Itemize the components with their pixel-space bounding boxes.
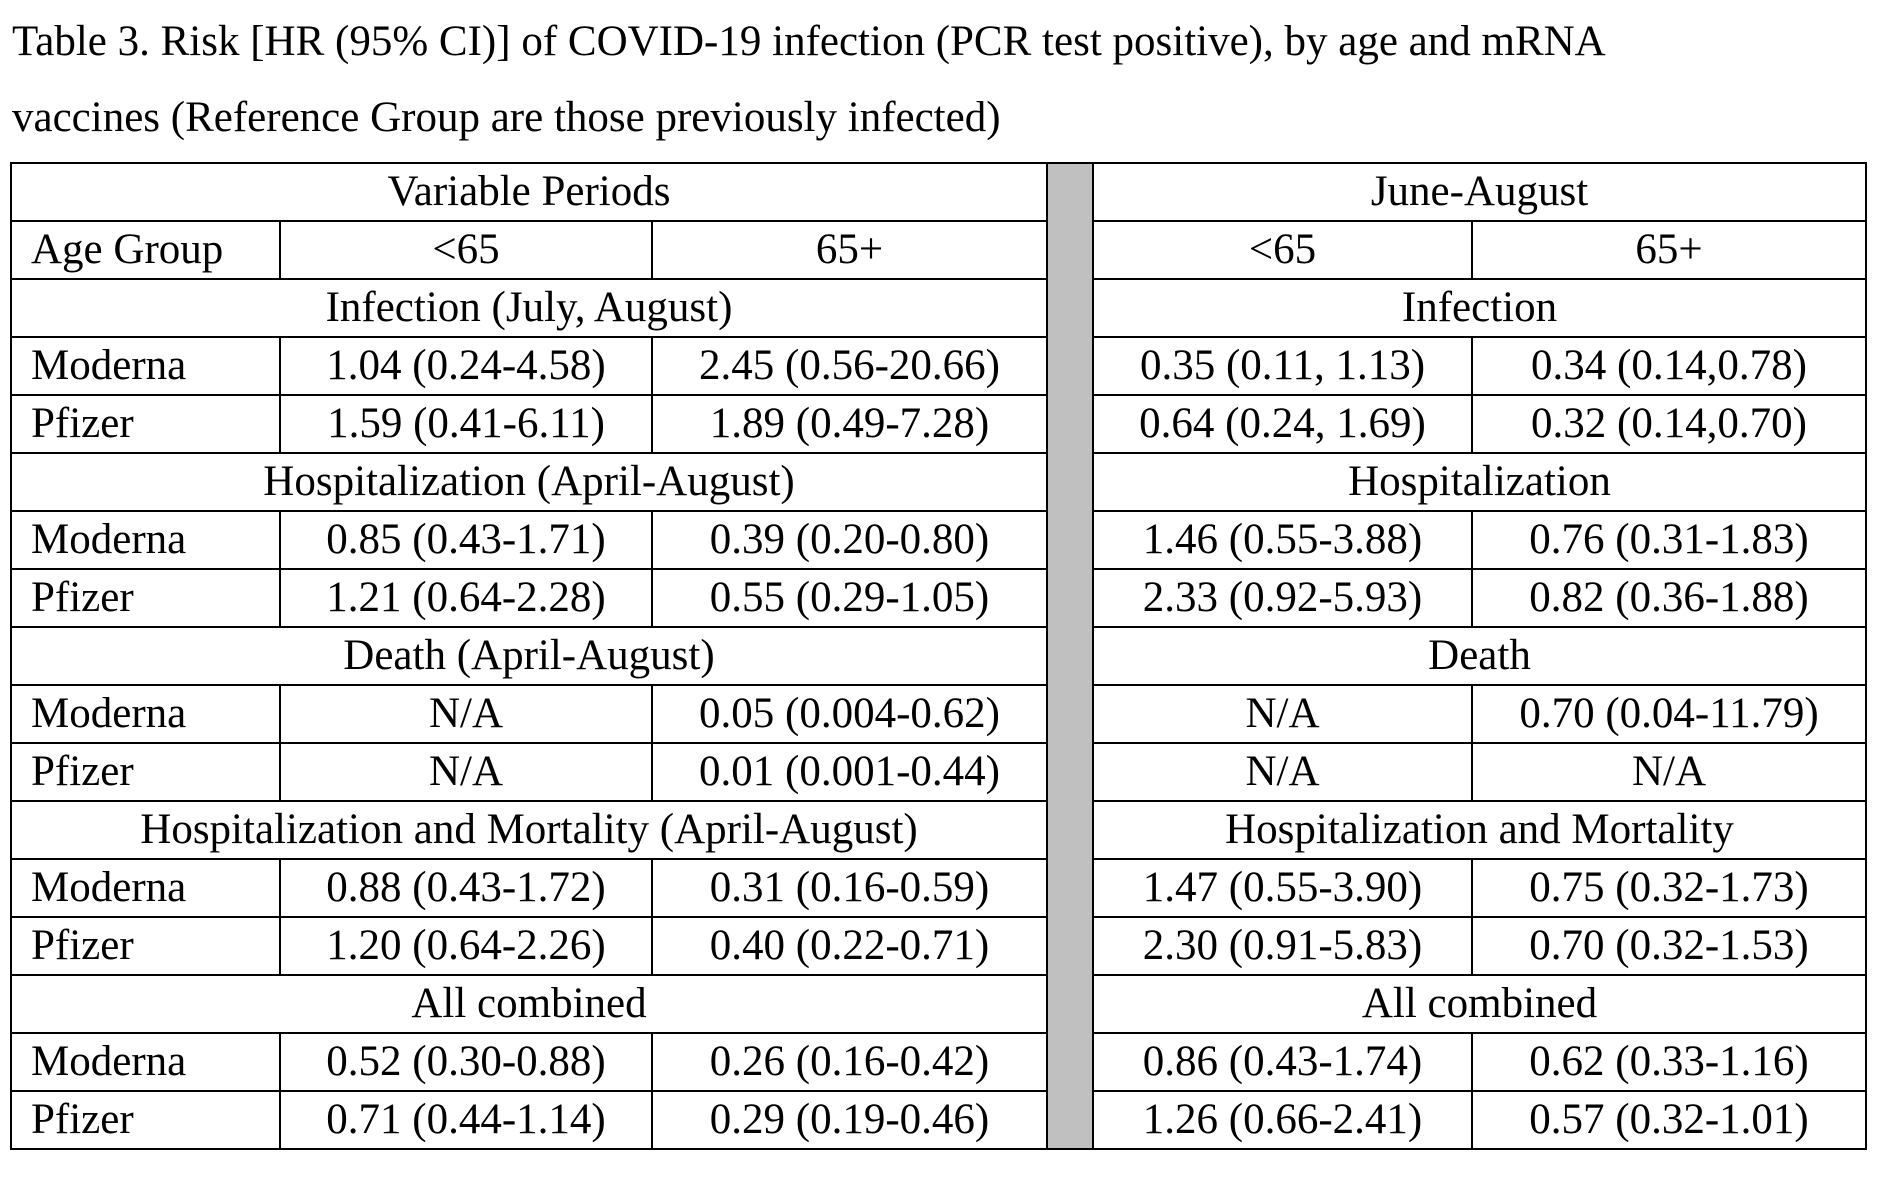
hazard-ratio-cell: 1.46 (0.55-3.88) (1092, 510, 1473, 570)
table-row: Moderna N/A 0.05 (0.004-0.62) N/A 0.70 (0.04… (10, 684, 1867, 744)
hazard-ratio-cell: 0.86 (0.43-1.74) (1092, 1032, 1473, 1092)
table-row: Moderna 0.85 (0.43-1.71) 0.39 (0.20-0.80) 1… (10, 510, 1867, 570)
hazard-ratio-cell: N/A (279, 684, 653, 744)
hazard-ratio-cell: 0.88 (0.43-1.72) (279, 858, 653, 918)
vaccine-label: Pfizer (10, 742, 281, 802)
hazard-ratio-cell: 1.04 (0.24-4.58) (279, 336, 653, 396)
vaccine-label: Moderna (10, 336, 281, 396)
section-title-right: Hospitalization (1092, 452, 1867, 512)
hazard-ratio-cell: 1.20 (0.64-2.26) (279, 916, 653, 976)
hazard-ratio-cell: 1.47 (0.55-3.90) (1092, 858, 1473, 918)
hazard-ratio-cell: 0.55 (0.29-1.05) (651, 568, 1048, 628)
hazard-ratio-cell: 0.76 (0.31-1.83) (1471, 510, 1867, 570)
hazard-ratio-cell: N/A (279, 742, 653, 802)
vaccine-label: Pfizer (10, 916, 281, 976)
section-title-left: All combined (10, 974, 1048, 1034)
hazard-ratio-cell: 2.30 (0.91-5.83) (1092, 916, 1473, 976)
table-body: Variable Periods June-August Age Group <… (10, 162, 1867, 1150)
age-under-65-right: <65 (1092, 220, 1473, 280)
column-separator (1046, 162, 1094, 1150)
hazard-ratio-cell: 0.82 (0.36-1.88) (1471, 568, 1867, 628)
section-header-row: Infection (July, August) Infection (10, 278, 1867, 338)
table-row: Moderna 1.04 (0.24-4.58) 2.45 (0.56-20.66)… (10, 336, 1867, 396)
table-row: Pfizer 0.71 (0.44-1.14) 0.29 (0.19-0.46) 1.… (10, 1090, 1867, 1150)
hazard-ratio-cell: N/A (1471, 742, 1867, 802)
age-under-65-left: <65 (279, 220, 653, 280)
section-title-right: Death (1092, 626, 1867, 686)
hazard-ratio-cell: 0.70 (0.04-11.79) (1471, 684, 1867, 744)
hazard-ratio-cell: 0.75 (0.32-1.73) (1471, 858, 1867, 918)
hazard-ratio-cell: 1.59 (0.41-6.11) (279, 394, 653, 454)
hazard-ratio-cell: N/A (1092, 742, 1473, 802)
table-caption: Table 3. Risk [HR (95% CI)] of COVID-19 … (12, 4, 1874, 156)
hazard-ratio-cell: 0.29 (0.19-0.46) (651, 1090, 1048, 1150)
section-title-left: Death (April-August) (10, 626, 1048, 686)
section-header-row: Hospitalization and Mortality (April-Aug… (10, 800, 1867, 860)
age-65-plus-right: 65+ (1471, 220, 1867, 280)
period-header-row: Variable Periods June-August (10, 162, 1867, 1150)
section-header-row: Hospitalization (April-August) Hospitaliz… (10, 452, 1867, 512)
hazard-ratio-cell: 0.39 (0.20-0.80) (651, 510, 1048, 570)
section-title-right: All combined (1092, 974, 1867, 1034)
hazard-ratio-cell: 1.89 (0.49-7.28) (651, 394, 1048, 454)
hazard-ratio-cell: 0.64 (0.24, 1.69) (1092, 394, 1473, 454)
section-header-row: All combined All combined (10, 974, 1867, 1034)
hazard-ratio-cell: 0.32 (0.14,0.70) (1471, 394, 1867, 454)
hazard-ratio-cell: 0.85 (0.43-1.71) (279, 510, 653, 570)
table-row: Pfizer 1.21 (0.64-2.28) 0.55 (0.29-1.05) 2.… (10, 568, 1867, 628)
hazard-ratio-table: Variable Periods June-August Age Group <… (10, 162, 1867, 1150)
hazard-ratio-cell: 0.70 (0.32-1.53) (1471, 916, 1867, 976)
hazard-ratio-cell: 0.31 (0.16-0.59) (651, 858, 1048, 918)
hazard-ratio-cell: 2.45 (0.56-20.66) (651, 336, 1048, 396)
vaccine-label: Pfizer (10, 394, 281, 454)
vaccine-label: Pfizer (10, 568, 281, 628)
table-row: Moderna 0.52 (0.30-0.88) 0.26 (0.16-0.42) 0… (10, 1032, 1867, 1092)
hazard-ratio-cell: 0.01 (0.001-0.44) (651, 742, 1048, 802)
hazard-ratio-cell: 0.57 (0.32-1.01) (1471, 1090, 1867, 1150)
table-row: Pfizer N/A 0.01 (0.001-0.44) N/A N/A (10, 742, 1867, 802)
age-group-label: Age Group (10, 220, 281, 280)
age-header-row: Age Group <65 65+ <65 65+ (10, 220, 1867, 280)
section-header-row: Death (April-August) Death (10, 626, 1867, 686)
vaccine-label: Pfizer (10, 1090, 281, 1150)
section-title-right: Infection (1092, 278, 1867, 338)
vaccine-label: Moderna (10, 1032, 281, 1092)
hazard-ratio-cell: 2.33 (0.92-5.93) (1092, 568, 1473, 628)
hazard-ratio-cell: 1.21 (0.64-2.28) (279, 568, 653, 628)
hazard-ratio-cell: 0.34 (0.14,0.78) (1471, 336, 1867, 396)
section-title-left: Hospitalization and Mortality (April-Aug… (10, 800, 1048, 860)
table-row: Pfizer 1.20 (0.64-2.26) 0.40 (0.22-0.71) 2.… (10, 916, 1867, 976)
vaccine-label: Moderna (10, 510, 281, 570)
vaccine-label: Moderna (10, 684, 281, 744)
section-title-right: Hospitalization and Mortality (1092, 800, 1867, 860)
hazard-ratio-cell: 0.40 (0.22-0.71) (651, 916, 1048, 976)
caption-line-1: Table 3. Risk [HR (95% CI)] of COVID-19 … (12, 18, 1606, 65)
hazard-ratio-cell: 0.71 (0.44-1.14) (279, 1090, 653, 1150)
hazard-ratio-cell: 0.52 (0.30-0.88) (279, 1032, 653, 1092)
hazard-ratio-cell: 0.62 (0.33-1.16) (1471, 1032, 1867, 1092)
age-65-plus-left: 65+ (651, 220, 1048, 280)
hazard-ratio-cell: 0.26 (0.16-0.42) (651, 1032, 1048, 1092)
period-june-august-header: June-August (1092, 162, 1867, 222)
hazard-ratio-cell: 0.35 (0.11, 1.13) (1092, 336, 1473, 396)
hazard-ratio-cell: N/A (1092, 684, 1473, 744)
table-row: Moderna 0.88 (0.43-1.72) 0.31 (0.16-0.59) 1… (10, 858, 1867, 918)
section-title-left: Hospitalization (April-August) (10, 452, 1048, 512)
vaccine-label: Moderna (10, 858, 281, 918)
caption-line-2: vaccines (Reference Group are those prev… (12, 94, 1001, 141)
table-row: Pfizer 1.59 (0.41-6.11) 1.89 (0.49-7.28) 0.… (10, 394, 1867, 454)
section-title-left: Infection (July, August) (10, 278, 1048, 338)
hazard-ratio-cell: 0.05 (0.004-0.62) (651, 684, 1048, 744)
hazard-ratio-cell: 1.26 (0.66-2.41) (1092, 1090, 1473, 1150)
period-variable-header: Variable Periods (10, 162, 1048, 222)
